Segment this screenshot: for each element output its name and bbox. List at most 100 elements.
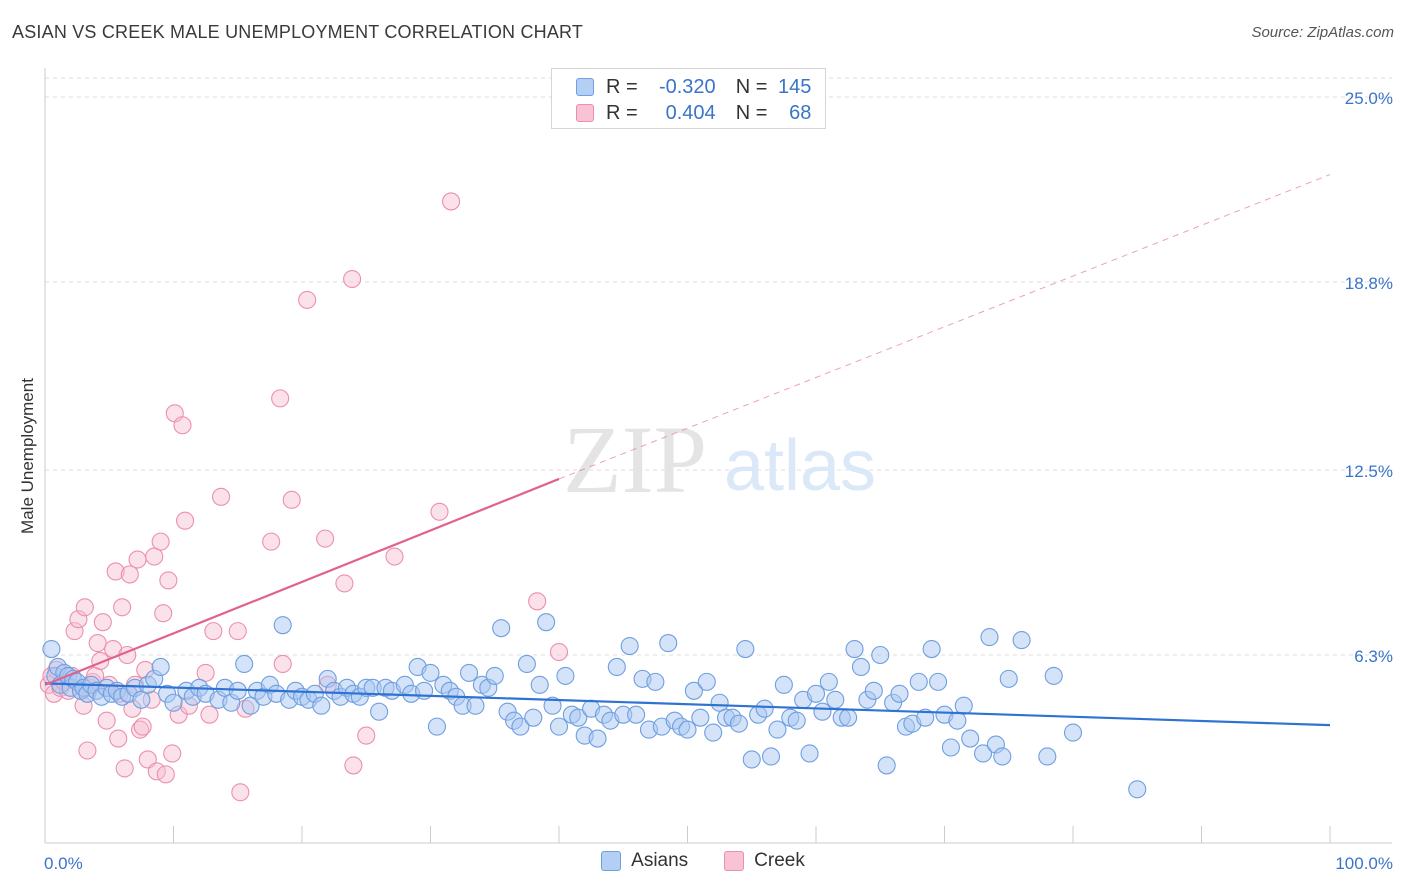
creek-point: [228, 622, 247, 641]
asians-point: [761, 747, 781, 766]
creek-point: [93, 613, 112, 632]
asians-point: [607, 657, 626, 676]
asians-point: [164, 693, 183, 712]
creek-legend-swatch: [724, 851, 745, 871]
asians-point: [851, 657, 871, 676]
creek-point: [109, 729, 128, 748]
legend-stats: R = -0.320 N = 145 R = 0.404 N = 68: [551, 68, 826, 129]
asians-point: [871, 645, 890, 665]
asians-point: [524, 708, 543, 727]
asians-point: [729, 714, 748, 733]
asians-point: [999, 669, 1018, 688]
asians-swatch: [576, 78, 594, 96]
asians-point: [1038, 747, 1057, 766]
gridlines: [45, 77, 1392, 656]
asians-point: [980, 628, 999, 647]
legend-series: Asians Creek: [0, 850, 1406, 872]
creek-legend-label: Creek: [754, 850, 805, 871]
x-tick-label: 0.0%: [44, 854, 83, 873]
creek-point: [282, 490, 301, 509]
creek-point: [156, 765, 175, 784]
r-label: R =: [606, 101, 638, 124]
asians-point: [845, 639, 864, 659]
asians-point: [1012, 631, 1031, 650]
asians-point: [132, 690, 151, 709]
asians-point: [1044, 666, 1063, 685]
creek-point: [528, 592, 547, 611]
asians-point: [511, 717, 530, 736]
creek-point: [145, 547, 164, 566]
asians-legend-swatch: [601, 851, 622, 871]
asians-point: [909, 672, 928, 691]
r-label: R =: [606, 75, 638, 98]
creek-point: [115, 759, 134, 778]
asians-point: [646, 672, 665, 691]
creek-point: [211, 487, 231, 506]
creek-point: [106, 562, 125, 581]
creek-point: [231, 783, 250, 802]
asians-point: [620, 637, 639, 656]
watermark-atlas: atlas: [724, 426, 876, 506]
asians-point: [543, 696, 562, 715]
n-value: 68: [789, 101, 812, 124]
asians-point: [151, 657, 170, 676]
chart-title: ASIAN VS CREEK MALE UNEMPLOYMENT CORRELA…: [12, 22, 584, 42]
n-value: 145: [778, 75, 812, 98]
creek-point: [75, 598, 94, 617]
asians-point: [492, 619, 511, 638]
creek-point: [97, 711, 116, 730]
creek-point: [133, 717, 152, 736]
n-label: N =: [735, 101, 768, 124]
asians-point: [993, 747, 1012, 766]
creek-point: [316, 529, 335, 548]
creek-point: [113, 598, 132, 617]
creek-point: [78, 741, 97, 760]
watermark-zip: ZIP: [563, 406, 707, 513]
asians-point: [806, 684, 826, 703]
asians-point: [549, 717, 569, 736]
creek-point: [298, 290, 317, 309]
r-value: 0.404: [665, 101, 716, 124]
asians-point: [768, 720, 787, 739]
creek-point: [65, 622, 84, 641]
legend-item-asians: Asians: [601, 850, 688, 872]
asians-point: [421, 663, 440, 682]
asians-point: [929, 672, 948, 691]
asians-point: [42, 639, 61, 659]
asians-point: [864, 681, 883, 700]
asians-point: [556, 666, 575, 685]
asians-point: [973, 744, 993, 763]
creek-point: [173, 416, 192, 435]
asians-point: [273, 616, 292, 635]
asians-point: [954, 696, 973, 715]
asians-legend-label: Asians: [631, 850, 689, 871]
asians-point: [916, 708, 935, 727]
y-tick-label: 18.8%: [1345, 274, 1393, 293]
asians-point: [466, 696, 485, 715]
creek-point: [273, 654, 292, 674]
asians-point: [1063, 723, 1083, 742]
asians-point: [427, 717, 446, 736]
creek-point: [204, 622, 223, 641]
creek-point: [154, 604, 173, 623]
asians-point: [742, 750, 761, 769]
asians-point: [813, 702, 832, 721]
asians-point: [530, 675, 549, 694]
asians-point: [961, 729, 980, 748]
asians-point: [517, 654, 536, 674]
creek-point: [131, 720, 150, 739]
legend-row-creek: R = 0.404 N = 68: [576, 101, 811, 125]
creek-point: [357, 726, 376, 745]
creek-point: [430, 502, 449, 521]
legend-item-creek: Creek: [724, 850, 805, 872]
creek-point: [343, 269, 362, 289]
asians-point: [569, 708, 588, 727]
creek-point: [442, 192, 461, 211]
creek-point: [163, 744, 182, 763]
asians-point: [678, 720, 697, 739]
creek-trend-extension: [558, 174, 1331, 480]
creek-points: [39, 192, 569, 802]
creek-point: [159, 571, 178, 590]
asians-point: [800, 744, 819, 763]
